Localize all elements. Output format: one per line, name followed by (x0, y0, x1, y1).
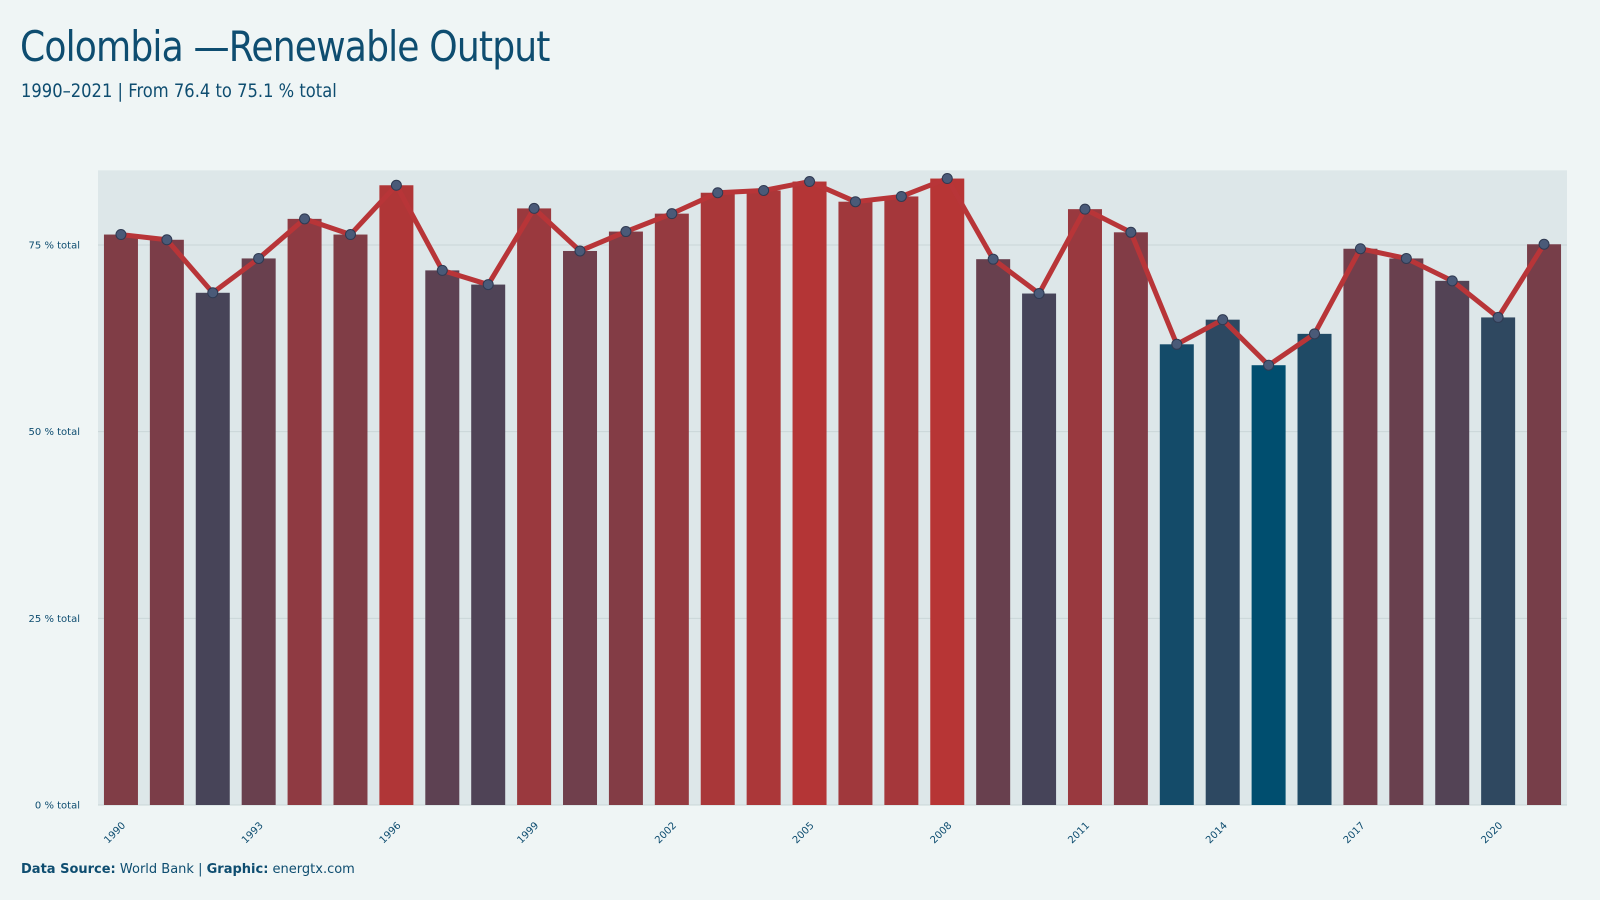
bar-2013 (1159, 344, 1194, 805)
point-2010 (1033, 288, 1045, 300)
chart-subtitle: 1990–2021 | From 76.4 to 75.1 % total (21, 80, 337, 102)
point-2005 (804, 176, 816, 188)
bar-2006 (838, 201, 873, 805)
point-2006 (849, 196, 861, 208)
x-tick-label: 2017 (1342, 820, 1368, 846)
y-tick-label: 0 % total (35, 801, 80, 812)
point-1994 (299, 213, 311, 225)
bar-1996 (379, 185, 414, 805)
bar-2020 (1481, 317, 1516, 805)
x-tick-label: 2014 (1204, 820, 1230, 846)
x-tick-label: 1999 (515, 820, 541, 846)
bar-2008 (930, 178, 965, 806)
bar-2014 (1205, 319, 1240, 805)
bar-2005 (792, 181, 827, 806)
point-2019 (1446, 275, 1458, 287)
point-1991 (161, 234, 173, 246)
source-label: Data Source: (21, 862, 116, 877)
x-tick-label: 2020 (1479, 820, 1505, 846)
bar-2002 (654, 213, 689, 805)
bar-2012 (1113, 232, 1148, 806)
point-2008 (941, 173, 953, 185)
graphic-label: Graphic: (206, 862, 269, 877)
point-2020 (1492, 311, 1504, 323)
x-tick-label: 1990 (102, 820, 128, 846)
point-2007 (895, 190, 907, 202)
point-1992 (207, 287, 219, 299)
bar-2011 (1067, 209, 1102, 805)
bar-2019 (1435, 280, 1470, 806)
bar-1998 (471, 284, 506, 805)
point-1990 (115, 229, 127, 241)
bar-2010 (1022, 293, 1057, 805)
bar-1990 (103, 234, 138, 806)
point-2001 (620, 226, 632, 238)
point-2018 (1400, 252, 1412, 264)
point-1995 (344, 229, 356, 241)
point-2017 (1354, 243, 1366, 255)
point-1997 (436, 264, 448, 276)
x-axis: 1990 1993 1996 1999 2002 2005 2008 2011 2014 2017… (102, 820, 1505, 846)
y-tick-label: 50 % total (29, 427, 80, 438)
bar-2015 (1251, 365, 1286, 805)
bar-1993 (241, 258, 276, 805)
bar-1992 (195, 292, 230, 806)
y-tick-label: 25 % total (29, 614, 80, 625)
point-2016 (1309, 328, 1321, 340)
line-series (115, 173, 1550, 371)
x-tick-label: 2002 (653, 820, 679, 846)
point-2004 (758, 184, 770, 196)
bar-2003 (700, 192, 735, 805)
source-value: World Bank (119, 862, 194, 877)
x-tick-label: 1996 (378, 820, 404, 846)
bar-2009 (976, 259, 1011, 806)
point-2014 (1217, 314, 1229, 326)
graphic-value: energtx.com (272, 862, 355, 877)
bar-2017 (1343, 248, 1378, 805)
chart-title: Colombia —Renewable Output (20, 22, 550, 71)
y-tick-label: 75 % total (29, 241, 80, 252)
x-tick-label: 2005 (791, 820, 817, 846)
x-tick-label: 1993 (240, 820, 266, 846)
bar-series (103, 178, 1562, 806)
point-1993 (253, 252, 265, 264)
bar-1991 (149, 239, 184, 806)
bar-2004 (746, 190, 781, 805)
bar-2021 (1527, 244, 1562, 806)
point-2009 (987, 253, 999, 265)
point-2002 (666, 208, 678, 220)
point-2003 (712, 187, 724, 199)
point-2015 (1263, 359, 1275, 371)
point-2021 (1538, 238, 1550, 250)
x-tick-label: 2008 (929, 820, 955, 846)
point-2000 (574, 245, 586, 257)
x-tick-label: 2011 (1066, 820, 1092, 846)
bar-2016 (1297, 333, 1332, 805)
bar-2007 (884, 196, 919, 805)
bar-1997 (425, 270, 460, 805)
footer: Data Source: World Bank | Graphic: energ… (21, 862, 355, 877)
point-2011 (1079, 203, 1091, 215)
bar-2000 (563, 250, 598, 805)
point-1996 (390, 179, 402, 191)
footer-separator: | (198, 862, 203, 877)
point-2012 (1125, 226, 1137, 238)
bar-1994 (287, 218, 322, 805)
bar-1995 (333, 234, 368, 806)
bar-2001 (608, 231, 643, 805)
y-axis: 0 % total 25 % total 50 % total 75 % total (29, 241, 80, 812)
bar-1999 (517, 208, 552, 805)
point-1999 (528, 202, 540, 214)
trend-line (120, 176, 1547, 368)
point-2013 (1171, 338, 1183, 350)
point-1998 (482, 279, 494, 291)
bar-2018 (1389, 258, 1424, 805)
